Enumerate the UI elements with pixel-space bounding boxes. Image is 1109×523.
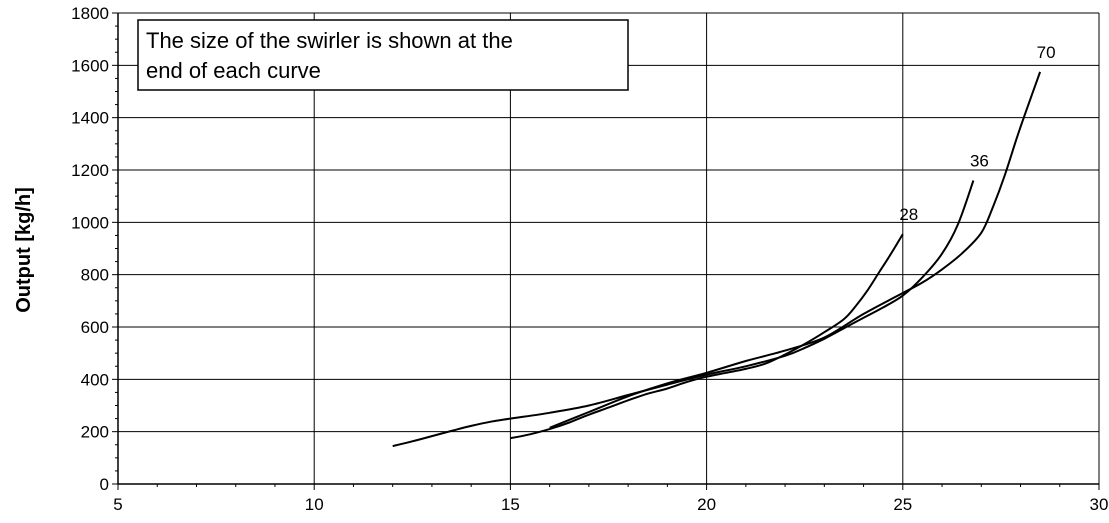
x-tick-label: 20 xyxy=(697,495,716,514)
y-tick-label: 1200 xyxy=(71,161,109,180)
series-end-label-36: 36 xyxy=(970,151,989,170)
series-line-36 xyxy=(392,180,975,448)
y-tick-label: 200 xyxy=(81,423,109,442)
y-tick-label: 0 xyxy=(100,475,109,494)
series-line-28 xyxy=(510,233,904,440)
gridlines xyxy=(118,12,1100,484)
x-tick-label: 30 xyxy=(1090,495,1109,514)
y-tick-label: 1600 xyxy=(71,56,109,75)
series-end-label-28: 28 xyxy=(899,205,918,224)
annotation-line-1: The size of the swirler is shown at the xyxy=(146,28,513,53)
series-end-label-70: 70 xyxy=(1037,43,1056,62)
y-tick-label: 1800 xyxy=(71,4,109,23)
y-tick-label: 400 xyxy=(81,370,109,389)
y-tick-label: 800 xyxy=(81,266,109,285)
annotation-line-2: end of each curve xyxy=(146,58,321,83)
y-tick-label: 1000 xyxy=(71,213,109,232)
y-axis-label: Output [kg/h] xyxy=(13,187,35,313)
series-line-70 xyxy=(549,71,1042,429)
x-tick-label: 10 xyxy=(305,495,324,514)
y-tick-label: 1400 xyxy=(71,109,109,128)
series-lines xyxy=(392,71,1042,448)
labels: 0 200 400 600 800 1000 1200 1400 1600 1800 5 10 15 20… xyxy=(71,4,1108,514)
y-tick-label: 600 xyxy=(81,318,109,337)
axes xyxy=(112,12,1100,490)
x-tick-label: 5 xyxy=(113,495,122,514)
annotation-box: The size of the swirler is shown at the … xyxy=(137,19,629,91)
x-tick-label: 15 xyxy=(501,495,520,514)
x-tick-label: 25 xyxy=(893,495,912,514)
